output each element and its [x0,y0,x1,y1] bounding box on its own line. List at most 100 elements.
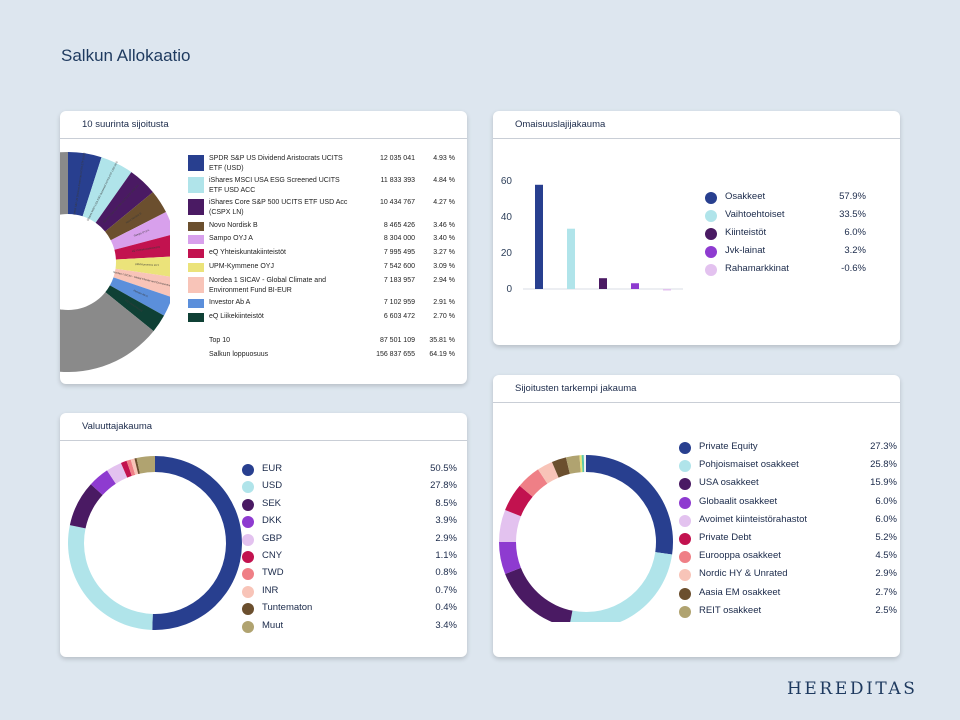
top10-donut-segment-10 [60,152,154,372]
holding-name: eQ Liikekiinteistöt [209,313,264,320]
detail-donut-segment-9 [565,455,581,474]
top10-card: 10 suurinta sijoitusta SPDR S&P US Divid… [60,111,467,384]
legend-value: 0.7% [435,584,457,596]
top10-donut-segment-3 [105,192,167,241]
holding-name: Novo Nordisk B [209,222,258,229]
currency-legend-row: USD 27.8% [242,479,457,497]
legend-value: 3.4% [435,619,457,631]
holding-percent: 4.27 % [433,199,455,206]
legend-swatch [242,533,254,546]
top10-donut-segment-6 [115,256,170,277]
currency-title: Valuuttajakauma [82,421,153,432]
bar-vaihtoehtoiset [567,228,575,289]
holding-percent: 4.84 % [433,177,455,184]
top10-wedge-label: Sampo OYJ A [133,228,150,238]
detail-donut-segment-4 [499,509,521,542]
holding-swatch [188,177,204,193]
currency-legend-row: INR 0.7% [242,584,457,602]
legend-value: 27.8% [430,480,457,492]
top10-donut-segment-7 [113,268,170,297]
legend-label: Avoimet kiinteistörahastot [699,513,808,525]
detail-donut-segment-5 [505,485,533,517]
legend-value: 57.9% [839,191,866,202]
legend-label: TWD [262,567,284,579]
holding-percent: 2.70 % [433,313,455,320]
legend-swatch [242,481,254,494]
detail-legend-row: Private Equity 27.3% [679,440,897,458]
asset-legend-row: Osakkeet 57.9% [705,190,866,208]
y-tick-label: 0 [506,284,512,295]
legend-swatch [679,569,691,582]
holding-name: eQ Yhteiskuntakiinteistöt [209,249,286,256]
legend-value: 5.2% [875,532,897,543]
top10-donut-segment-4 [110,212,170,250]
holding-name: UPM-Kymmene OYJ [209,263,274,270]
currency-donut-segment-0 [152,456,242,630]
legend-swatch [242,498,254,511]
legend-value: 15.9% [870,477,897,489]
legend-label: Kiinteistöt [725,227,767,238]
holding-value: 6 603 472 [383,313,415,320]
legend-label: REIT osakkeet [699,604,762,616]
holding-percent: 2.91 % [433,299,455,306]
detail-donut-segment-6 [519,469,548,497]
legend-label: EUR [262,463,283,474]
legend-value: 25.8% [870,459,897,471]
top10-donut-segment-0 [68,152,102,217]
currency-donut-segment-6 [126,459,136,476]
summary-percent: 35.81 % [429,337,455,344]
currency-legend-row: DKK 3.9% [242,514,457,532]
legend-value: 3.9% [435,515,457,527]
top10-donut-segment-8 [109,277,170,316]
legend-swatch [242,464,254,476]
legend-label: Tuntematon [262,602,313,614]
legend-swatch [679,605,691,618]
summary-value: 87 501 109 [379,337,415,344]
currency-donut-segment-5 [120,460,132,478]
currency-legend-row: GBP 2.9% [242,532,457,550]
summary-label: Salkun loppuosuus [209,351,269,358]
legend-label: Muut [262,619,284,631]
asset-legend-row: Rahamarkkinat -0.6% [705,262,866,280]
holding-swatch [188,249,204,258]
detail-donut-segment-1 [570,552,673,622]
currency-donut-segment-9 [136,456,155,474]
legend-swatch [705,210,717,222]
legend-value: 0.4% [435,602,457,614]
top10-donut-segment-9 [105,285,165,332]
summary-label: Top 10 [209,337,231,344]
holding-percent: 3.27 % [433,249,455,256]
legend-value: 0.8% [435,567,457,579]
detail-legend-row: USA osakkeet 15.9% [679,476,897,494]
legend-swatch [242,585,254,598]
holding-percent: 3.09 % [433,263,455,270]
detail-legend-row: Pohjoismaiset osakkeet 25.8% [679,458,897,476]
legend-label: Aasia EM osakkeet [699,586,781,598]
asset-class-divider [493,138,900,139]
holding-swatch [188,222,204,231]
legend-label: CNY [262,550,283,561]
detail-donut-segment-0 [586,455,673,555]
holding-swatch [188,299,204,308]
legend-swatch [705,246,717,258]
asset-legend-row: Kiinteistöt 6.0% [705,226,866,244]
holding-value: 7 995 495 [383,249,415,256]
top10-divider [60,138,467,139]
detail-donut-segment-2 [505,567,573,622]
currency-donut-chart [68,456,242,630]
legend-label: Jvk-lainat [725,245,766,256]
holding-swatch [188,277,204,293]
bar-osakkeet [535,184,543,289]
detail-legend-row: Globaalit osakkeet 6.0% [679,495,897,513]
holding-swatch [188,199,204,215]
holding-value: 10 434 767 [379,199,415,206]
legend-swatch [679,496,691,509]
legend-swatch [242,603,254,616]
legend-swatch [679,533,691,545]
holding-percent: 3.40 % [433,235,455,242]
legend-value: 6.0% [844,227,866,238]
holding-name: SPDR S&P US Dividend Aristocrats UCITS E… [209,155,343,172]
holding-name: Nordea 1 SICAV - Global Climate and Envi… [209,277,326,294]
detail-card: Sijoitusten tarkempi jakauma Private Equ… [493,375,900,657]
top10-donut-chart: SPDR S&P US Dividend Aristocrats UCITS E… [60,152,170,372]
